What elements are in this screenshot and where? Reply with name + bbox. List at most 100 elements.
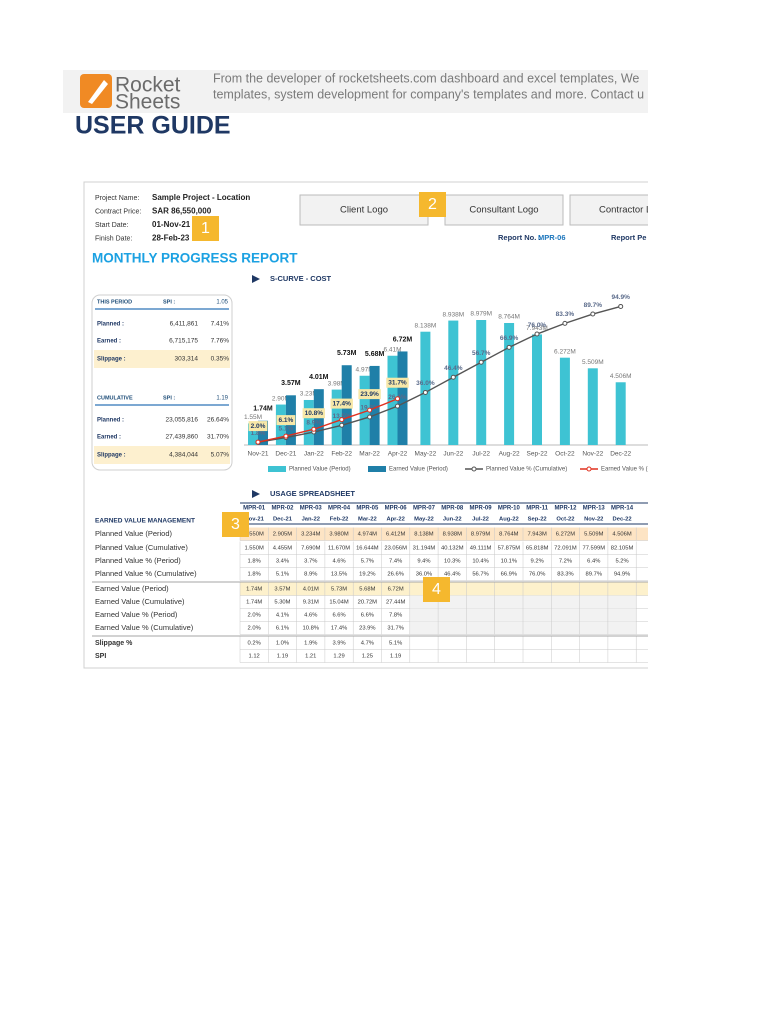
cell: 1.74M: [246, 600, 262, 606]
cell: 1.29: [333, 654, 344, 660]
cell: 4.455M: [273, 546, 293, 552]
month-header: May-22: [414, 517, 434, 523]
cell: 1.12: [249, 654, 260, 660]
point-label: 2.0%: [251, 423, 266, 430]
point-label: 94.9%: [611, 294, 630, 301]
x-tick-label: Nov-21: [248, 451, 269, 458]
cell: 89.7%: [586, 572, 602, 578]
row-label: Earned Value (Period): [95, 584, 169, 593]
badge-number: 1: [201, 220, 210, 237]
line-point: [339, 417, 345, 423]
point-label: 76.0%: [528, 322, 547, 329]
x-tick-label: Jun-22: [443, 451, 463, 458]
logo-label: Contractor L: [599, 205, 651, 216]
cell: 5.509M: [584, 532, 604, 538]
line-point: [590, 311, 596, 317]
bar-label: 4.97M: [356, 366, 374, 373]
row-label: Planned Value (Cumulative): [95, 543, 188, 552]
cell: 3.4%: [276, 559, 289, 565]
point-label-bg: [386, 377, 409, 388]
period-header: MPR-12: [554, 506, 577, 512]
legend-swatch: [368, 466, 386, 472]
cell: 49.111M: [470, 546, 492, 552]
cell: 0.2%: [248, 641, 261, 647]
cell: 31.194M: [413, 546, 436, 552]
cell: 10.3%: [444, 559, 460, 565]
cell: 65.818M: [526, 546, 549, 552]
panel-value: 1.05: [216, 300, 228, 306]
row-label: SPI: [95, 653, 106, 660]
point-label-bg: [276, 415, 296, 426]
point-label: 5.1%: [278, 425, 293, 432]
point-label: 1.8%: [251, 430, 266, 437]
cell: 6.1%: [276, 626, 289, 632]
x-tick-label: May-22: [415, 451, 437, 458]
logo-label: Client Logo: [340, 205, 388, 216]
bar-label: 2.90M: [272, 395, 290, 402]
cell: 10.4%: [472, 559, 488, 565]
month-header: Mar-22: [358, 517, 377, 523]
row-label: Planned Value % (Cumulative): [95, 569, 197, 578]
period-header: MPR-13: [583, 506, 606, 512]
cell: 36.0%: [416, 572, 432, 578]
legend-label: Earned Value (Period): [389, 467, 448, 473]
cell: 3.57M: [274, 587, 290, 593]
point-label: 36.0%: [416, 380, 435, 387]
project-label: Finish Date:: [95, 235, 132, 242]
cell: 10.8%: [303, 626, 319, 632]
legend-label: Planned Value (Period): [289, 467, 351, 473]
month-header: Jun-22: [443, 517, 462, 523]
cell: 1.74M: [246, 587, 262, 593]
x-tick-label: Oct-22: [555, 451, 575, 458]
point-label: 83.3%: [556, 311, 575, 318]
cell: 15.04M: [329, 600, 349, 606]
cell: 11.670M: [328, 546, 350, 552]
cell: 4.974M: [358, 532, 378, 538]
period-header: MPR-01: [243, 506, 266, 512]
cell: 1.19: [277, 654, 288, 660]
month-header: Jul-22: [472, 517, 489, 523]
project-value: SAR 86,550,000: [152, 207, 212, 216]
line-point: [395, 396, 400, 402]
row-label: Earned Value (Cumulative): [95, 597, 185, 606]
bar-label: 3.57M: [281, 380, 301, 387]
bar-label: 8.979M: [470, 311, 492, 318]
cell: 4.7%: [361, 641, 374, 647]
period-header: MPR-14: [611, 506, 634, 512]
panel-label: Slippage :: [97, 453, 126, 459]
bar-label: 6.41M: [383, 346, 401, 353]
month-header: Jan-22: [302, 517, 320, 523]
line-point: [618, 303, 624, 309]
period-header: MPR-11: [526, 506, 548, 512]
cell: 1.550M: [244, 532, 264, 538]
badge-number: 3: [231, 516, 240, 533]
cell: 1.8%: [248, 572, 261, 578]
bar-label: 8.764M: [498, 314, 520, 321]
panel-label: Planned :: [97, 322, 124, 328]
bar-label: 8.138M: [415, 322, 437, 329]
cell: 57.875M: [498, 546, 521, 552]
period-header: MPR-03: [300, 506, 323, 512]
cell: 1.8%: [248, 559, 261, 565]
period-header: MPR-04: [328, 506, 351, 512]
line-point: [478, 359, 484, 365]
cell: 1.25: [362, 654, 373, 660]
cell: 72.091M: [554, 546, 577, 552]
cell: 6.72M: [388, 587, 404, 593]
planned-bar: [248, 423, 258, 445]
cell: 2.0%: [248, 626, 261, 632]
panel-value: 0.35%: [211, 356, 230, 363]
cell: 2.0%: [248, 613, 261, 619]
slippage-band: [94, 446, 230, 464]
bar-label: 6.72M: [393, 336, 413, 343]
x-tick-label: Aug-22: [499, 451, 520, 458]
cell: 9.2%: [531, 559, 544, 565]
cell: 5.73M: [331, 587, 347, 593]
cell: 23.056M: [384, 546, 407, 552]
cell: 5.2%: [615, 559, 628, 565]
cell: 2.905M: [273, 532, 293, 538]
panel-value: 23,055,816: [165, 417, 198, 424]
cell: 46.4%: [444, 572, 460, 578]
x-tick-label: Jan-22: [304, 451, 324, 458]
